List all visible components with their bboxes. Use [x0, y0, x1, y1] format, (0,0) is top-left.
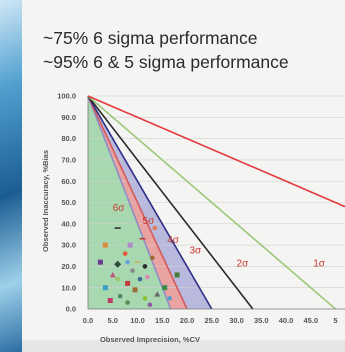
data-point	[115, 276, 120, 282]
data-point	[134, 261, 141, 263]
y-tick-label: 100.0	[57, 92, 76, 101]
data-point	[97, 259, 103, 265]
y-tick-label: 70.0	[61, 156, 76, 165]
x-tick-label: 5	[333, 316, 337, 325]
data-point	[125, 259, 130, 265]
sigma-lines	[87, 95, 345, 310]
y-tick-label: 60.0	[61, 177, 76, 186]
x-tick-label: 30.0	[229, 316, 244, 325]
sigma-line-5	[87, 95, 188, 310]
y-tick-label: 40.0	[61, 219, 76, 228]
sigma-labels: 6σ 5σ 4σ 3σ 2σ 1σ	[113, 203, 326, 269]
y-tick-label: 0.0	[66, 305, 76, 314]
data-point	[107, 297, 113, 303]
data-point	[122, 251, 128, 256]
sigma-line-6	[87, 95, 172, 310]
data-point	[130, 268, 135, 273]
data-point	[114, 260, 122, 268]
x-tick-labels: 0.0 5.0 10.0 15.0 20.0 25.0 30.0 35.0 40.0 45.0 5	[83, 316, 338, 325]
x-tick-label: 20.0	[180, 316, 195, 325]
y-tick-label: 50.0	[61, 198, 76, 207]
data-point	[174, 272, 180, 278]
x-tick-label: 45.0	[303, 316, 318, 325]
data-point	[102, 285, 108, 291]
data-point	[109, 271, 116, 278]
data-point	[142, 264, 148, 269]
data-point	[162, 285, 168, 291]
y-tick-label: 10.0	[61, 283, 76, 292]
chart-grid	[88, 95, 345, 289]
sigma-line-3	[87, 95, 254, 310]
x-tick-label: 40.0	[279, 316, 294, 325]
y-tick-label: 90.0	[61, 113, 76, 122]
data-point	[145, 274, 150, 280]
sigma-label-5: 5σ	[142, 216, 155, 227]
x-axis-label: Observed Imprecision, %CV	[100, 335, 200, 344]
sigma-label-4: 4σ	[167, 235, 180, 246]
data-point	[139, 237, 146, 240]
headline-six-five-sigma: ~95% 6 & 5 sigma performance	[43, 52, 289, 72]
sigma-label-3: 3σ	[189, 246, 202, 257]
data-points	[97, 225, 180, 308]
x-tick-label: 10.0	[130, 316, 145, 325]
data-point	[137, 276, 143, 282]
x-tick-label: 25.0	[204, 316, 219, 325]
data-point	[117, 293, 123, 299]
data-point	[154, 291, 161, 297]
sigma-line-2	[87, 95, 337, 310]
data-point	[102, 242, 108, 248]
data-point	[152, 225, 158, 231]
data-point	[132, 287, 138, 293]
data-point	[125, 300, 130, 305]
data-point	[167, 296, 172, 301]
data-point	[150, 255, 155, 261]
y-tick-label: 20.0	[61, 262, 76, 271]
sigma-line-4	[87, 95, 213, 310]
chart-axes	[87, 96, 345, 310]
background-photo-strip	[0, 0, 22, 352]
data-point	[147, 302, 153, 308]
y-tick-labels: 0.0 10.0 20.0 30.0 40.0 50.0 60.0 70.0 80.0 90.0 1…	[57, 92, 76, 314]
x-tick-label: 0.0	[83, 316, 93, 325]
data-point	[127, 242, 133, 248]
x-tick-label: 15.0	[155, 316, 170, 325]
y-axis-label: Observed Inaccuracy, %Bias	[41, 150, 50, 252]
sigma-label-2: 2σ	[237, 258, 250, 269]
data-point	[125, 280, 131, 286]
sigma-line-1	[87, 95, 345, 208]
data-point	[114, 227, 121, 229]
data-point	[142, 296, 148, 301]
y-tick-label: 30.0	[61, 241, 76, 250]
x-tick-label: 35.0	[254, 316, 269, 325]
sigma-label-6: 6σ	[113, 203, 126, 214]
sigma-label-1: 1σ	[313, 258, 326, 269]
headline-six-sigma: ~75% 6 sigma performance	[43, 28, 258, 48]
slide-bottom-strip	[22, 340, 345, 352]
x-tick-label: 5.0	[108, 316, 118, 325]
y-tick-label: 80.0	[61, 134, 76, 143]
